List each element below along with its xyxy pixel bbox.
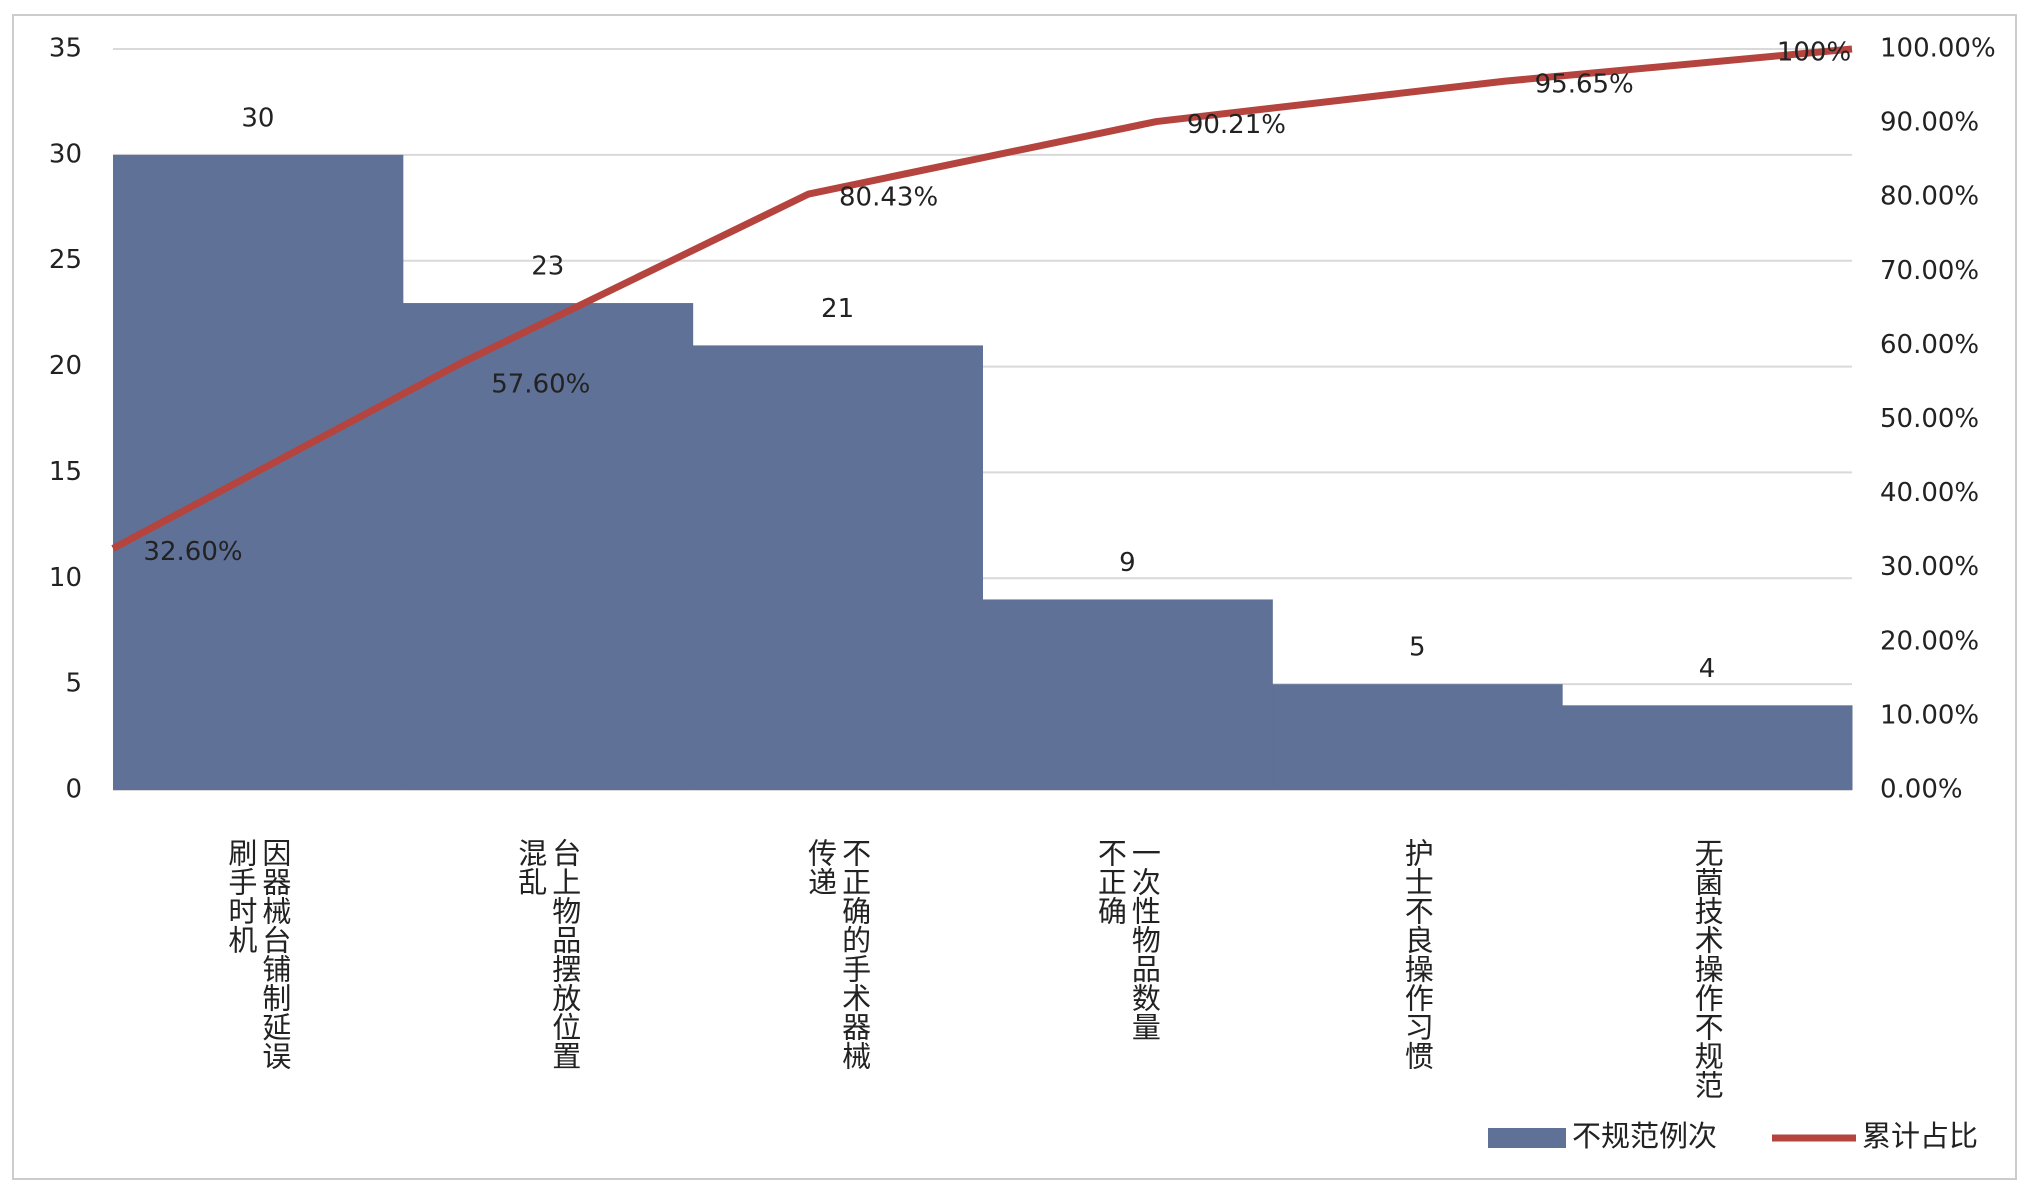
legend-swatch	[1488, 1128, 1566, 1148]
line-value-label: 80.43%	[839, 183, 938, 213]
y-tick-label: 35	[49, 34, 82, 64]
y2-tick-label: 90.00%	[1880, 108, 1979, 138]
y2-tick-label: 30.00%	[1880, 552, 1979, 582]
x-tick-label: 台上物品摆放位置 混乱	[513, 838, 582, 1070]
y2-tick-label: 40.00%	[1880, 478, 1979, 508]
y2-tick-label: 50.00%	[1880, 404, 1979, 434]
bar	[1562, 705, 1853, 790]
bar-value-label: 30	[241, 103, 274, 133]
y-tick-label: 25	[49, 245, 82, 275]
x-tick-label: 因器械台铺制延误 刷手时机	[223, 838, 292, 1070]
frame	[12, 14, 2017, 1180]
y-tick-label: 20	[49, 351, 82, 381]
y2-tick-label: 0.00%	[1880, 775, 1963, 805]
y-tick-label: 15	[49, 457, 82, 487]
y2-tick-label: 20.00%	[1880, 626, 1979, 656]
y2-tick-label: 60.00%	[1880, 330, 1979, 360]
bar	[1272, 684, 1563, 790]
line-value-label: 90.21%	[1187, 110, 1286, 140]
y2-tick-label: 10.00%	[1880, 700, 1979, 730]
bar-value-label: 21	[821, 294, 854, 324]
line	[111, 45, 1853, 552]
y-tick-label: 5	[65, 669, 82, 699]
line-value-label: 100%	[1777, 38, 1851, 68]
bar-value-label: 4	[1699, 654, 1716, 684]
x-tick-label: 不正确的手术器械 传递	[803, 838, 872, 1070]
line-value-label: 95.65%	[1535, 70, 1634, 100]
bar	[982, 599, 1273, 790]
y-tick-label: 30	[49, 139, 82, 169]
bar-value-label: 23	[531, 252, 564, 282]
bar-value-label: 5	[1409, 633, 1426, 663]
y2-tick-label: 80.00%	[1880, 182, 1979, 212]
bar	[402, 303, 694, 790]
bar-value-label: 9	[1119, 548, 1136, 578]
line-value-label: 57.60%	[491, 370, 590, 400]
y-tick-label: 10	[49, 563, 82, 593]
legend-label: 累计占比	[1862, 1119, 1978, 1153]
x-tick-label: 一次性物品数量 不正确	[1093, 838, 1162, 1041]
x-tick-label: 护士不良操作习惯	[1400, 838, 1435, 1070]
y2-tick-label: 70.00%	[1880, 256, 1979, 286]
y2-tick-label: 100.00%	[1880, 34, 1996, 64]
bar	[692, 345, 983, 790]
x-tick-label: 无菌技术操作不规范	[1690, 838, 1725, 1099]
legend-label: 不规范例次	[1572, 1119, 1717, 1153]
line-value-label: 32.60%	[143, 537, 242, 567]
y-tick-label: 0	[65, 775, 82, 805]
